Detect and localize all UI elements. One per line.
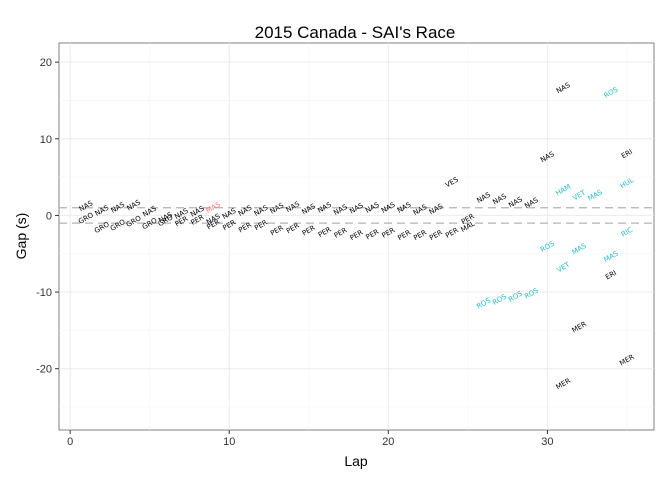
- y-tick-label: 10: [40, 134, 52, 146]
- plot-panel: [58, 42, 655, 431]
- reference-lines: [59, 207, 654, 224]
- grid-lines: [59, 43, 654, 430]
- x-axis-title: Lap: [344, 453, 368, 469]
- y-tick-label: 0: [46, 210, 52, 222]
- y-tick-label: -10: [36, 287, 52, 299]
- x-tick-label: 20: [382, 436, 394, 448]
- y-axis-title: Gap (s): [13, 213, 29, 260]
- y-tick-label: 20: [40, 57, 52, 69]
- x-tick-label: 0: [67, 436, 73, 448]
- x-tick-label: 30: [541, 436, 553, 448]
- x-tick-label: 10: [223, 436, 235, 448]
- chart-title: 2015 Canada - SAI's Race: [255, 23, 456, 42]
- y-tick-label: -20: [36, 364, 52, 376]
- axis-ticks: 0 10 20 30 -20 -10 0 10 20: [36, 57, 553, 448]
